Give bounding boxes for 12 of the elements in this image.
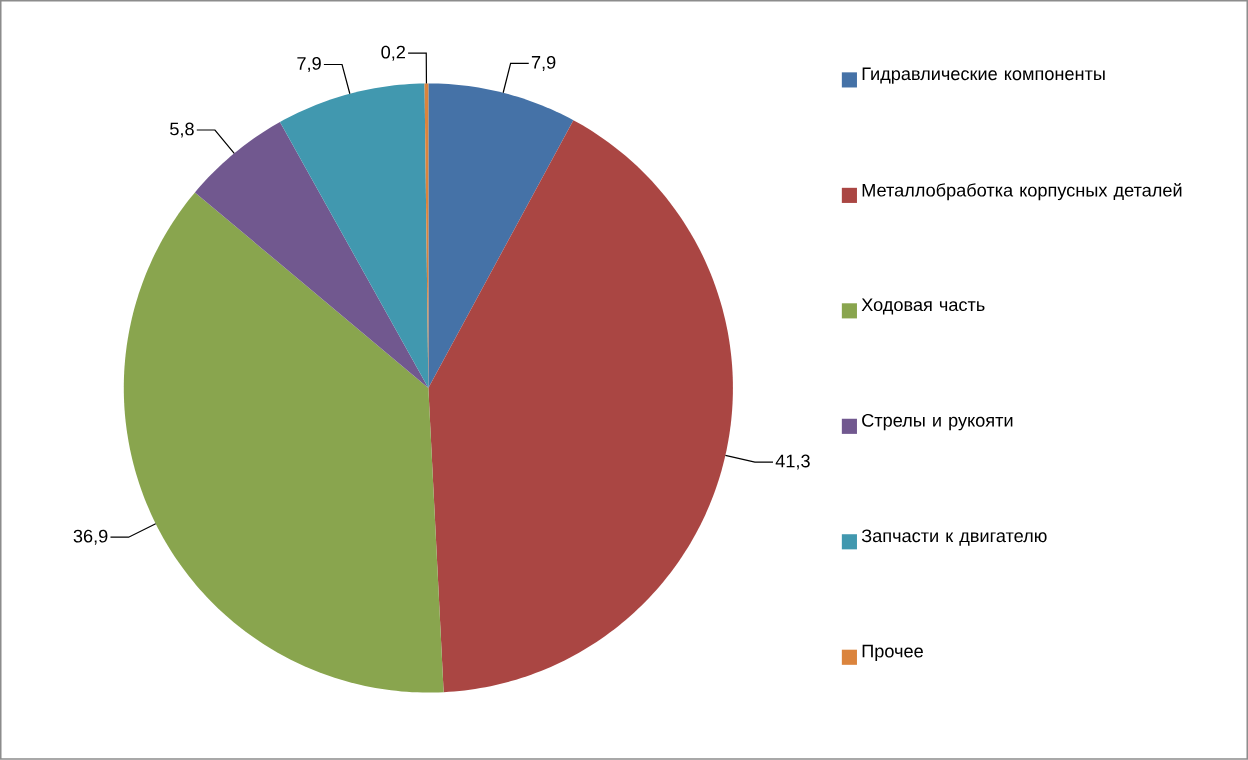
legend-label: Стрелы и рукояти (862, 413, 1013, 431)
data-label: 0,2 (381, 45, 405, 61)
legend-label: Прочее (862, 644, 923, 662)
data-label: 5,8 (170, 122, 194, 138)
data-label: 36,9 (73, 529, 108, 545)
data-label: 7,9 (531, 55, 556, 71)
legend-label: Металлобработка корпусных деталей (862, 183, 1182, 201)
data-label: 41,3 (775, 454, 810, 470)
legend-label: Ходовая часть (861, 298, 985, 315)
legend-label: Гидравлические компоненты (862, 67, 1105, 84)
data-label: 7,9 (297, 57, 321, 73)
legend-label: Запчасти к двигателю (861, 529, 1047, 546)
